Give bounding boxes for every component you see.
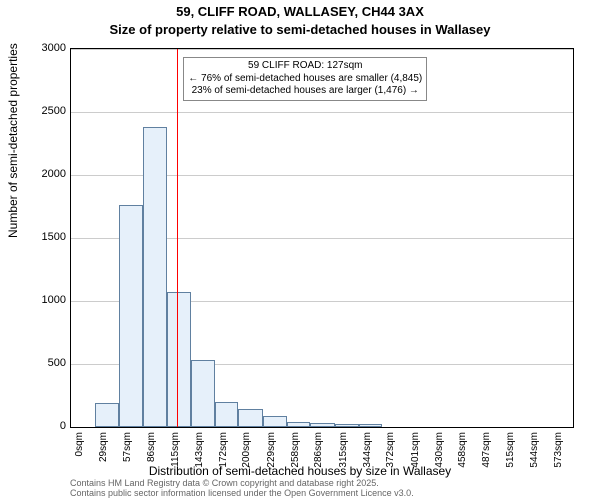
x-tick-label: 487sqm	[481, 432, 492, 492]
x-tick-label: 515sqm	[505, 432, 516, 492]
x-tick-label: 229sqm	[266, 432, 277, 492]
x-tick-label: 143sqm	[194, 432, 205, 492]
histogram-bar	[310, 423, 334, 427]
x-tick-label: 344sqm	[362, 432, 373, 492]
y-tick-label: 2000	[26, 168, 66, 180]
histogram-bar	[335, 424, 359, 427]
gridline-h	[71, 49, 573, 50]
y-tick-label: 2500	[26, 105, 66, 117]
histogram-bar	[287, 422, 310, 427]
x-tick-label: 57sqm	[122, 432, 133, 492]
x-tick-label: 200sqm	[241, 432, 252, 492]
x-tick-label: 544sqm	[529, 432, 540, 492]
histogram-bar	[263, 416, 287, 427]
x-tick-label: 315sqm	[338, 432, 349, 492]
chart-container: 59, CLIFF ROAD, WALLASEY, CH44 3AX Size …	[0, 0, 600, 500]
chart-title-line2: Size of property relative to semi-detach…	[0, 22, 600, 37]
x-tick-label: 286sqm	[313, 432, 324, 492]
y-tick-label: 1500	[26, 231, 66, 243]
annotation-line1: 59 CLIFF ROAD: 127sqm	[188, 60, 422, 73]
x-tick-label: 172sqm	[218, 432, 229, 492]
x-tick-label: 115sqm	[170, 432, 181, 492]
histogram-bar	[191, 360, 215, 427]
x-tick-label: 401sqm	[410, 432, 421, 492]
y-tick-label: 1000	[26, 294, 66, 306]
histogram-bar	[215, 402, 238, 427]
annotation-line3: 23% of semi-detached houses are larger (…	[188, 85, 422, 98]
histogram-bar	[167, 292, 190, 427]
annotation-line2: ← 76% of semi-detached houses are smalle…	[188, 73, 422, 86]
histogram-bar	[143, 127, 167, 427]
y-tick-label: 0	[26, 420, 66, 432]
histogram-bar	[119, 205, 143, 427]
chart-title-line1: 59, CLIFF ROAD, WALLASEY, CH44 3AX	[0, 4, 600, 19]
gridline-h	[71, 112, 573, 113]
x-tick-label: 258sqm	[290, 432, 301, 492]
x-tick-label: 458sqm	[457, 432, 468, 492]
y-tick-label: 3000	[26, 42, 66, 54]
x-tick-label: 372sqm	[385, 432, 396, 492]
histogram-bar	[238, 409, 262, 427]
x-tick-label: 573sqm	[553, 432, 564, 492]
plot-area: 59 CLIFF ROAD: 127sqm← 76% of semi-detac…	[70, 48, 574, 428]
x-tick-label: 29sqm	[98, 432, 109, 492]
y-axis-label: Number of semi-detached properties	[6, 43, 20, 238]
x-tick-label: 430sqm	[434, 432, 445, 492]
y-tick-label: 500	[26, 357, 66, 369]
x-tick-label: 0sqm	[74, 432, 85, 492]
histogram-bar	[359, 424, 382, 427]
annotation-box: 59 CLIFF ROAD: 127sqm← 76% of semi-detac…	[183, 57, 427, 101]
histogram-bar	[95, 403, 118, 427]
x-tick-label: 86sqm	[146, 432, 157, 492]
reference-line	[177, 49, 178, 427]
